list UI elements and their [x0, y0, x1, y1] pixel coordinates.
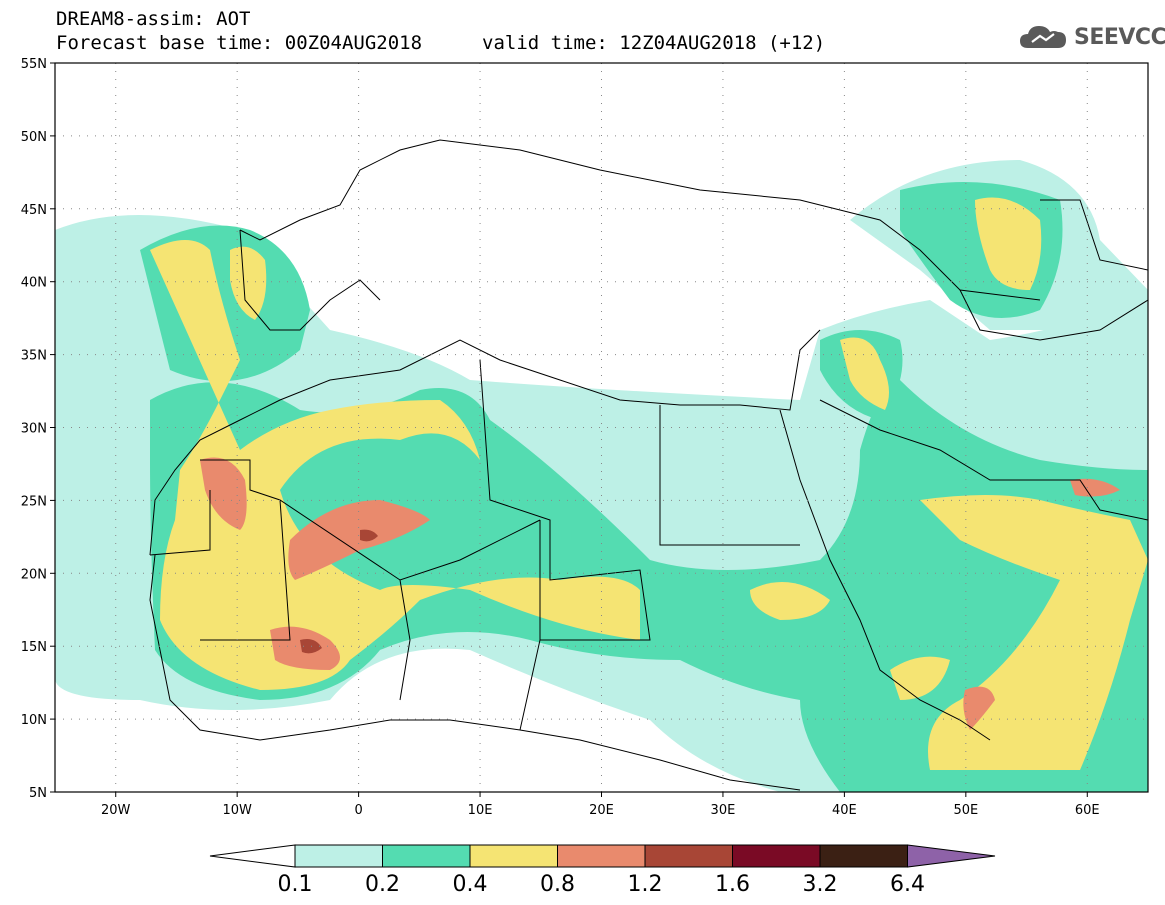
lat-label: 35N: [21, 349, 47, 364]
colorbar-under-arrow: [209, 844, 296, 868]
lat-label: 20N: [21, 567, 47, 582]
lon-label: 50E: [953, 803, 978, 818]
lat-label: 45N: [21, 203, 47, 218]
lon-label: 60E: [1075, 803, 1100, 818]
colorbar-over-arrow: [907, 844, 996, 868]
colorbar: [209, 844, 996, 868]
lat-label: 50N: [21, 130, 47, 145]
colorbar-swatch: [557, 844, 646, 868]
colorbar-label: 6.4: [890, 872, 925, 897]
colorbar-swatch: [469, 844, 558, 868]
colorbar-swatch: [294, 844, 383, 868]
longitude-labels: 20W 10W 0 10E 20E 30E 40E 50E 60E: [101, 803, 1100, 818]
lon-label: 40E: [832, 803, 857, 818]
cloud-icon: [1020, 26, 1066, 48]
lon-label: 30E: [711, 803, 736, 818]
lat-label: 10N: [21, 713, 47, 728]
colorbar-label: 0.4: [452, 872, 488, 897]
colorbar-label: 3.2: [802, 872, 838, 897]
valid-time: valid time: 12Z04AUG2018 (+12): [482, 32, 826, 54]
colorbar-swatch: [644, 844, 733, 868]
logo-text: SEEVCCC: [1074, 24, 1165, 50]
axis-ticks: [50, 62, 1088, 797]
aot-level-1.2: [300, 529, 378, 654]
lat-label: 15N: [21, 640, 47, 655]
aot-field: [55, 63, 1148, 792]
lon-label: 0: [354, 803, 362, 818]
lat-label: 40N: [21, 276, 47, 291]
lon-label: 20W: [101, 803, 131, 818]
colorbar-swatch: [819, 844, 908, 868]
lat-label: 5N: [29, 786, 47, 801]
colorbar-label: 1.6: [715, 872, 750, 897]
lat-label: 25N: [21, 494, 47, 509]
lon-label: 10W: [222, 803, 252, 818]
colorbar-swatch: [382, 844, 471, 868]
colorbar-label: 0.2: [365, 872, 400, 897]
latitude-labels: 55N 50N 45N 40N 35N 30N 25N 20N 15N 10N 5N: [21, 57, 47, 801]
lat-label: 55N: [21, 57, 47, 72]
lat-label: 30N: [21, 422, 47, 437]
seevccc-logo: SEEVCCC: [1018, 22, 1165, 52]
colorbar-label: 0.8: [540, 872, 575, 897]
lon-label: 20E: [589, 803, 614, 818]
map-title: DREAM8-assim: AOT: [56, 8, 251, 30]
colorbar-label: 0.1: [277, 872, 313, 897]
colorbar-label: 1.2: [627, 872, 663, 897]
colorbar-swatch: [732, 844, 821, 868]
forecast-base-time: Forecast base time: 00Z04AUG2018: [56, 32, 423, 54]
lon-label: 10E: [468, 803, 493, 818]
